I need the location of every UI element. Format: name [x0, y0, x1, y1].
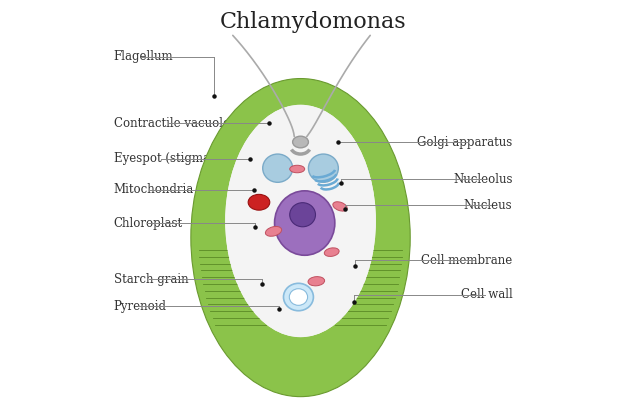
Ellipse shape: [248, 194, 270, 210]
Text: Starch grain: Starch grain: [113, 273, 188, 286]
Ellipse shape: [309, 154, 338, 182]
Text: Cell wall: Cell wall: [461, 289, 513, 301]
Text: Chlamydomonas: Chlamydomonas: [220, 11, 406, 33]
Ellipse shape: [263, 154, 292, 182]
Ellipse shape: [324, 248, 339, 256]
Text: Mitochondria: Mitochondria: [113, 183, 194, 196]
Text: Contractile vacuole: Contractile vacuole: [113, 117, 230, 130]
Text: Pyrenoid: Pyrenoid: [113, 300, 167, 313]
Ellipse shape: [275, 191, 335, 255]
Text: Golgi apparatus: Golgi apparatus: [418, 136, 513, 148]
Text: Eyespot (stigma): Eyespot (stigma): [113, 152, 214, 165]
Text: Nucleolus: Nucleolus: [453, 173, 513, 186]
Text: Cell membrane: Cell membrane: [421, 254, 513, 266]
Ellipse shape: [191, 78, 410, 397]
Ellipse shape: [240, 144, 361, 323]
Ellipse shape: [284, 283, 314, 311]
Ellipse shape: [265, 226, 282, 236]
Text: Nucleus: Nucleus: [464, 198, 513, 212]
Ellipse shape: [333, 202, 347, 211]
Ellipse shape: [289, 289, 307, 305]
Text: Flagellum: Flagellum: [113, 50, 173, 63]
Ellipse shape: [230, 134, 371, 333]
Ellipse shape: [225, 105, 376, 337]
Ellipse shape: [290, 203, 316, 227]
Ellipse shape: [225, 105, 376, 337]
Text: Chloroplast: Chloroplast: [113, 216, 183, 229]
Ellipse shape: [235, 139, 366, 328]
Ellipse shape: [292, 136, 309, 148]
Ellipse shape: [290, 165, 305, 173]
Ellipse shape: [308, 276, 325, 286]
